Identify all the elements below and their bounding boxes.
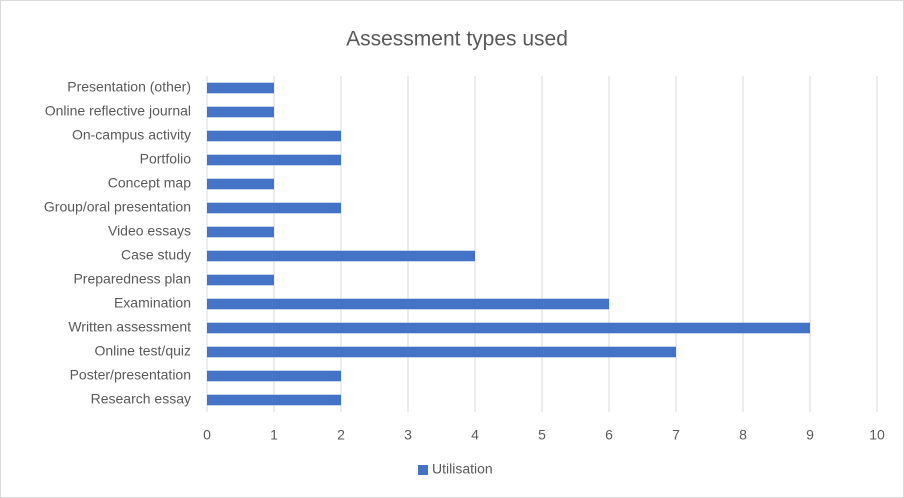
bar bbox=[207, 274, 274, 286]
x-tick-label: 7 bbox=[672, 427, 680, 443]
bar bbox=[207, 82, 274, 94]
y-tick-label: Presentation (other) bbox=[67, 79, 191, 95]
x-tick-label: 10 bbox=[869, 427, 885, 443]
x-tick-label: 3 bbox=[404, 427, 412, 443]
y-tick-label: Portfolio bbox=[140, 151, 192, 167]
y-tick-label: Online test/quiz bbox=[95, 343, 192, 359]
y-tick-label: Case study bbox=[121, 247, 191, 263]
y-tick-label: Concept map bbox=[108, 175, 191, 191]
x-tick-label: 0 bbox=[203, 427, 211, 443]
x-tick-label: 4 bbox=[471, 427, 479, 443]
bar bbox=[207, 106, 274, 118]
bar bbox=[207, 154, 341, 166]
chart-title: Assessment types used bbox=[346, 28, 568, 51]
bar bbox=[207, 322, 810, 334]
y-tick-label: Video essays bbox=[108, 223, 191, 239]
y-tick-label: Preparedness plan bbox=[73, 271, 191, 287]
x-tick-label: 5 bbox=[538, 427, 546, 443]
bar bbox=[207, 298, 609, 310]
bar bbox=[207, 226, 274, 238]
bar bbox=[207, 202, 341, 214]
bar bbox=[207, 370, 341, 382]
y-tick-label: Poster/presentation bbox=[70, 367, 191, 383]
bar bbox=[207, 346, 676, 358]
bar bbox=[207, 178, 274, 190]
x-tick-label: 8 bbox=[739, 427, 747, 443]
y-tick-label: On-campus activity bbox=[72, 127, 191, 143]
y-tick-label: Group/oral presentation bbox=[44, 199, 191, 215]
y-tick-label: Examination bbox=[114, 295, 191, 311]
x-tick-label: 9 bbox=[806, 427, 814, 443]
x-tick-label: 1 bbox=[270, 427, 278, 443]
bar bbox=[207, 130, 341, 142]
x-tick-label: 6 bbox=[605, 427, 613, 443]
legend-label: Utilisation bbox=[432, 461, 493, 477]
bar bbox=[207, 250, 475, 262]
y-tick-label: Written assessment bbox=[68, 319, 191, 335]
legend-swatch bbox=[418, 465, 428, 475]
x-tick-label: 2 bbox=[337, 427, 345, 443]
y-tick-label: Online reflective journal bbox=[45, 103, 191, 119]
bar bbox=[207, 394, 341, 406]
y-tick-label: Research essay bbox=[91, 391, 191, 407]
